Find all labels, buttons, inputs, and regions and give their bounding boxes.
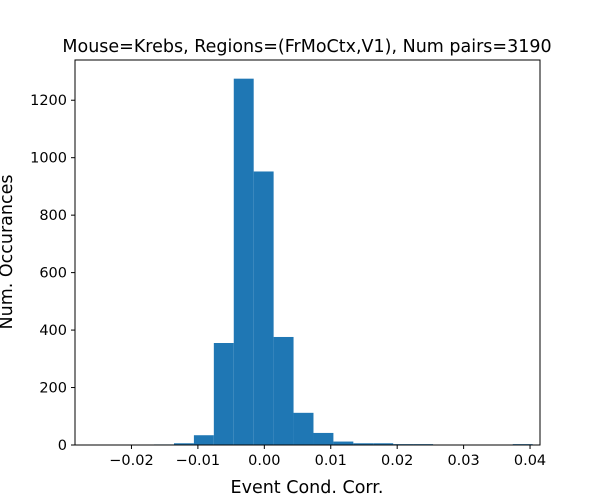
y-axis-label: Num. Occurances xyxy=(0,175,17,330)
histogram-bar xyxy=(313,432,334,445)
x-tick-label: 0.00 xyxy=(248,453,280,469)
y-tick-label: 600 xyxy=(39,266,67,282)
histogram-bar xyxy=(233,78,254,445)
plot-frame xyxy=(74,59,541,446)
histogram-bar xyxy=(373,443,394,445)
x-tick-label: 0.04 xyxy=(514,453,546,469)
x-axis-label: Event Cond. Corr. xyxy=(231,478,384,498)
y-axis-ticks: 0 200 400 600 800 1000 1200 xyxy=(30,93,75,454)
x-tick-label: 0.02 xyxy=(381,453,413,469)
histogram-bar xyxy=(273,336,294,445)
y-tick-label: 400 xyxy=(39,323,67,339)
histogram-bar xyxy=(213,343,234,445)
x-tick-label: 0.01 xyxy=(315,453,347,469)
histogram-bar xyxy=(293,412,314,445)
y-tick-label: 1000 xyxy=(30,151,67,167)
x-axis-ticks: −0.02 −0.01 0.00 0.01 0.02 0.03 0.04 xyxy=(109,445,546,469)
bars-group xyxy=(94,78,533,446)
x-tick-label: −0.01 xyxy=(176,453,220,469)
chart-title: Mouse=Krebs, Regions=(FrMoCtx,V1), Num p… xyxy=(62,37,551,57)
histogram-bar xyxy=(333,441,354,445)
x-tick-label: 0.03 xyxy=(447,453,479,469)
histogram-bar xyxy=(253,171,274,446)
y-tick-label: 800 xyxy=(39,208,67,224)
histogram-bar xyxy=(353,443,374,445)
x-tick-label: −0.02 xyxy=(109,453,153,469)
histogram-bar xyxy=(193,435,214,445)
histogram-bar xyxy=(173,443,194,445)
y-tick-label: 1200 xyxy=(30,93,67,109)
y-tick-label: 0 xyxy=(58,438,67,454)
y-tick-label: 200 xyxy=(39,381,67,397)
